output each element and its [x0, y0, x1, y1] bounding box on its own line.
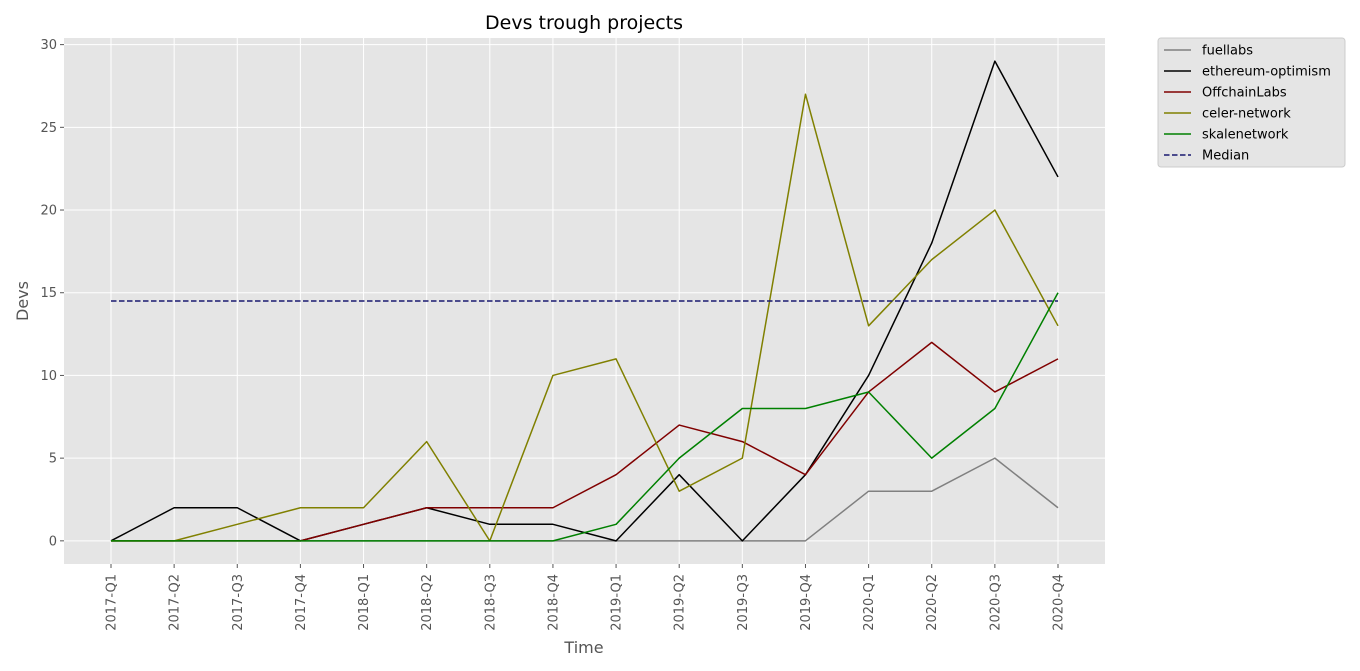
x-axis: 2017-Q1 2017-Q2 2017-Q3 2017-Q4 2018-Q1 2018-…	[105, 564, 1067, 631]
legend-label: fuellabs	[1202, 44, 1253, 59]
x-tick-label: 2017-Q1	[105, 574, 120, 631]
x-tick-label: 2019-Q1	[610, 574, 625, 631]
x-tick-label: 2018-Q4	[546, 574, 561, 631]
series-line-celer-network	[111, 93, 1059, 542]
series-lines	[110, 60, 1059, 542]
x-tick-label: 2020-Q4	[1052, 574, 1067, 631]
legend-box	[1157, 37, 1346, 168]
y-axis-label: Devs	[13, 281, 32, 321]
legend-label: Median	[1202, 149, 1249, 164]
x-tick-label: 2019-Q2	[673, 574, 688, 631]
y-axis: 0 5 10 15 20 25 30	[40, 38, 64, 549]
y-tick-label: 10	[40, 369, 57, 384]
x-tick-label: 2018-Q3	[483, 574, 498, 631]
y-tick-label: 15	[40, 286, 57, 301]
x-tick-label: 2019-Q3	[736, 574, 751, 631]
x-tick-label: 2017-Q4	[294, 574, 309, 631]
x-tick-label: 2020-Q2	[925, 574, 940, 631]
x-tick-label: 2020-Q3	[988, 574, 1003, 631]
x-tick-label: 2018-Q2	[420, 574, 435, 631]
y-tick-label: 5	[49, 452, 57, 467]
y-tick-label: 30	[40, 38, 57, 53]
x-tick-label: 2019-Q4	[799, 574, 814, 631]
x-axis-label: Time	[563, 638, 603, 657]
x-tick-label: 2018-Q1	[357, 574, 372, 631]
legend-label: celer-network	[1202, 107, 1291, 122]
legend-label: skalenetwork	[1202, 128, 1289, 143]
chart-title: Devs trough projects	[485, 12, 683, 34]
y-tick-label: 0	[49, 534, 57, 549]
x-tick-label: 2020-Q1	[862, 574, 877, 631]
y-tick-label: 25	[40, 121, 57, 136]
legend: fuellabs ethereum-optimism OffchainLabs cel…	[1157, 37, 1346, 168]
x-tick-label: 2017-Q3	[231, 574, 246, 631]
legend-label: ethereum-optimism	[1202, 65, 1331, 80]
y-tick-label: 20	[40, 204, 57, 219]
series-line-skalenetwork	[111, 292, 1059, 542]
legend-label: OffchainLabs	[1202, 86, 1287, 101]
x-tick-label: 2017-Q2	[168, 574, 183, 631]
